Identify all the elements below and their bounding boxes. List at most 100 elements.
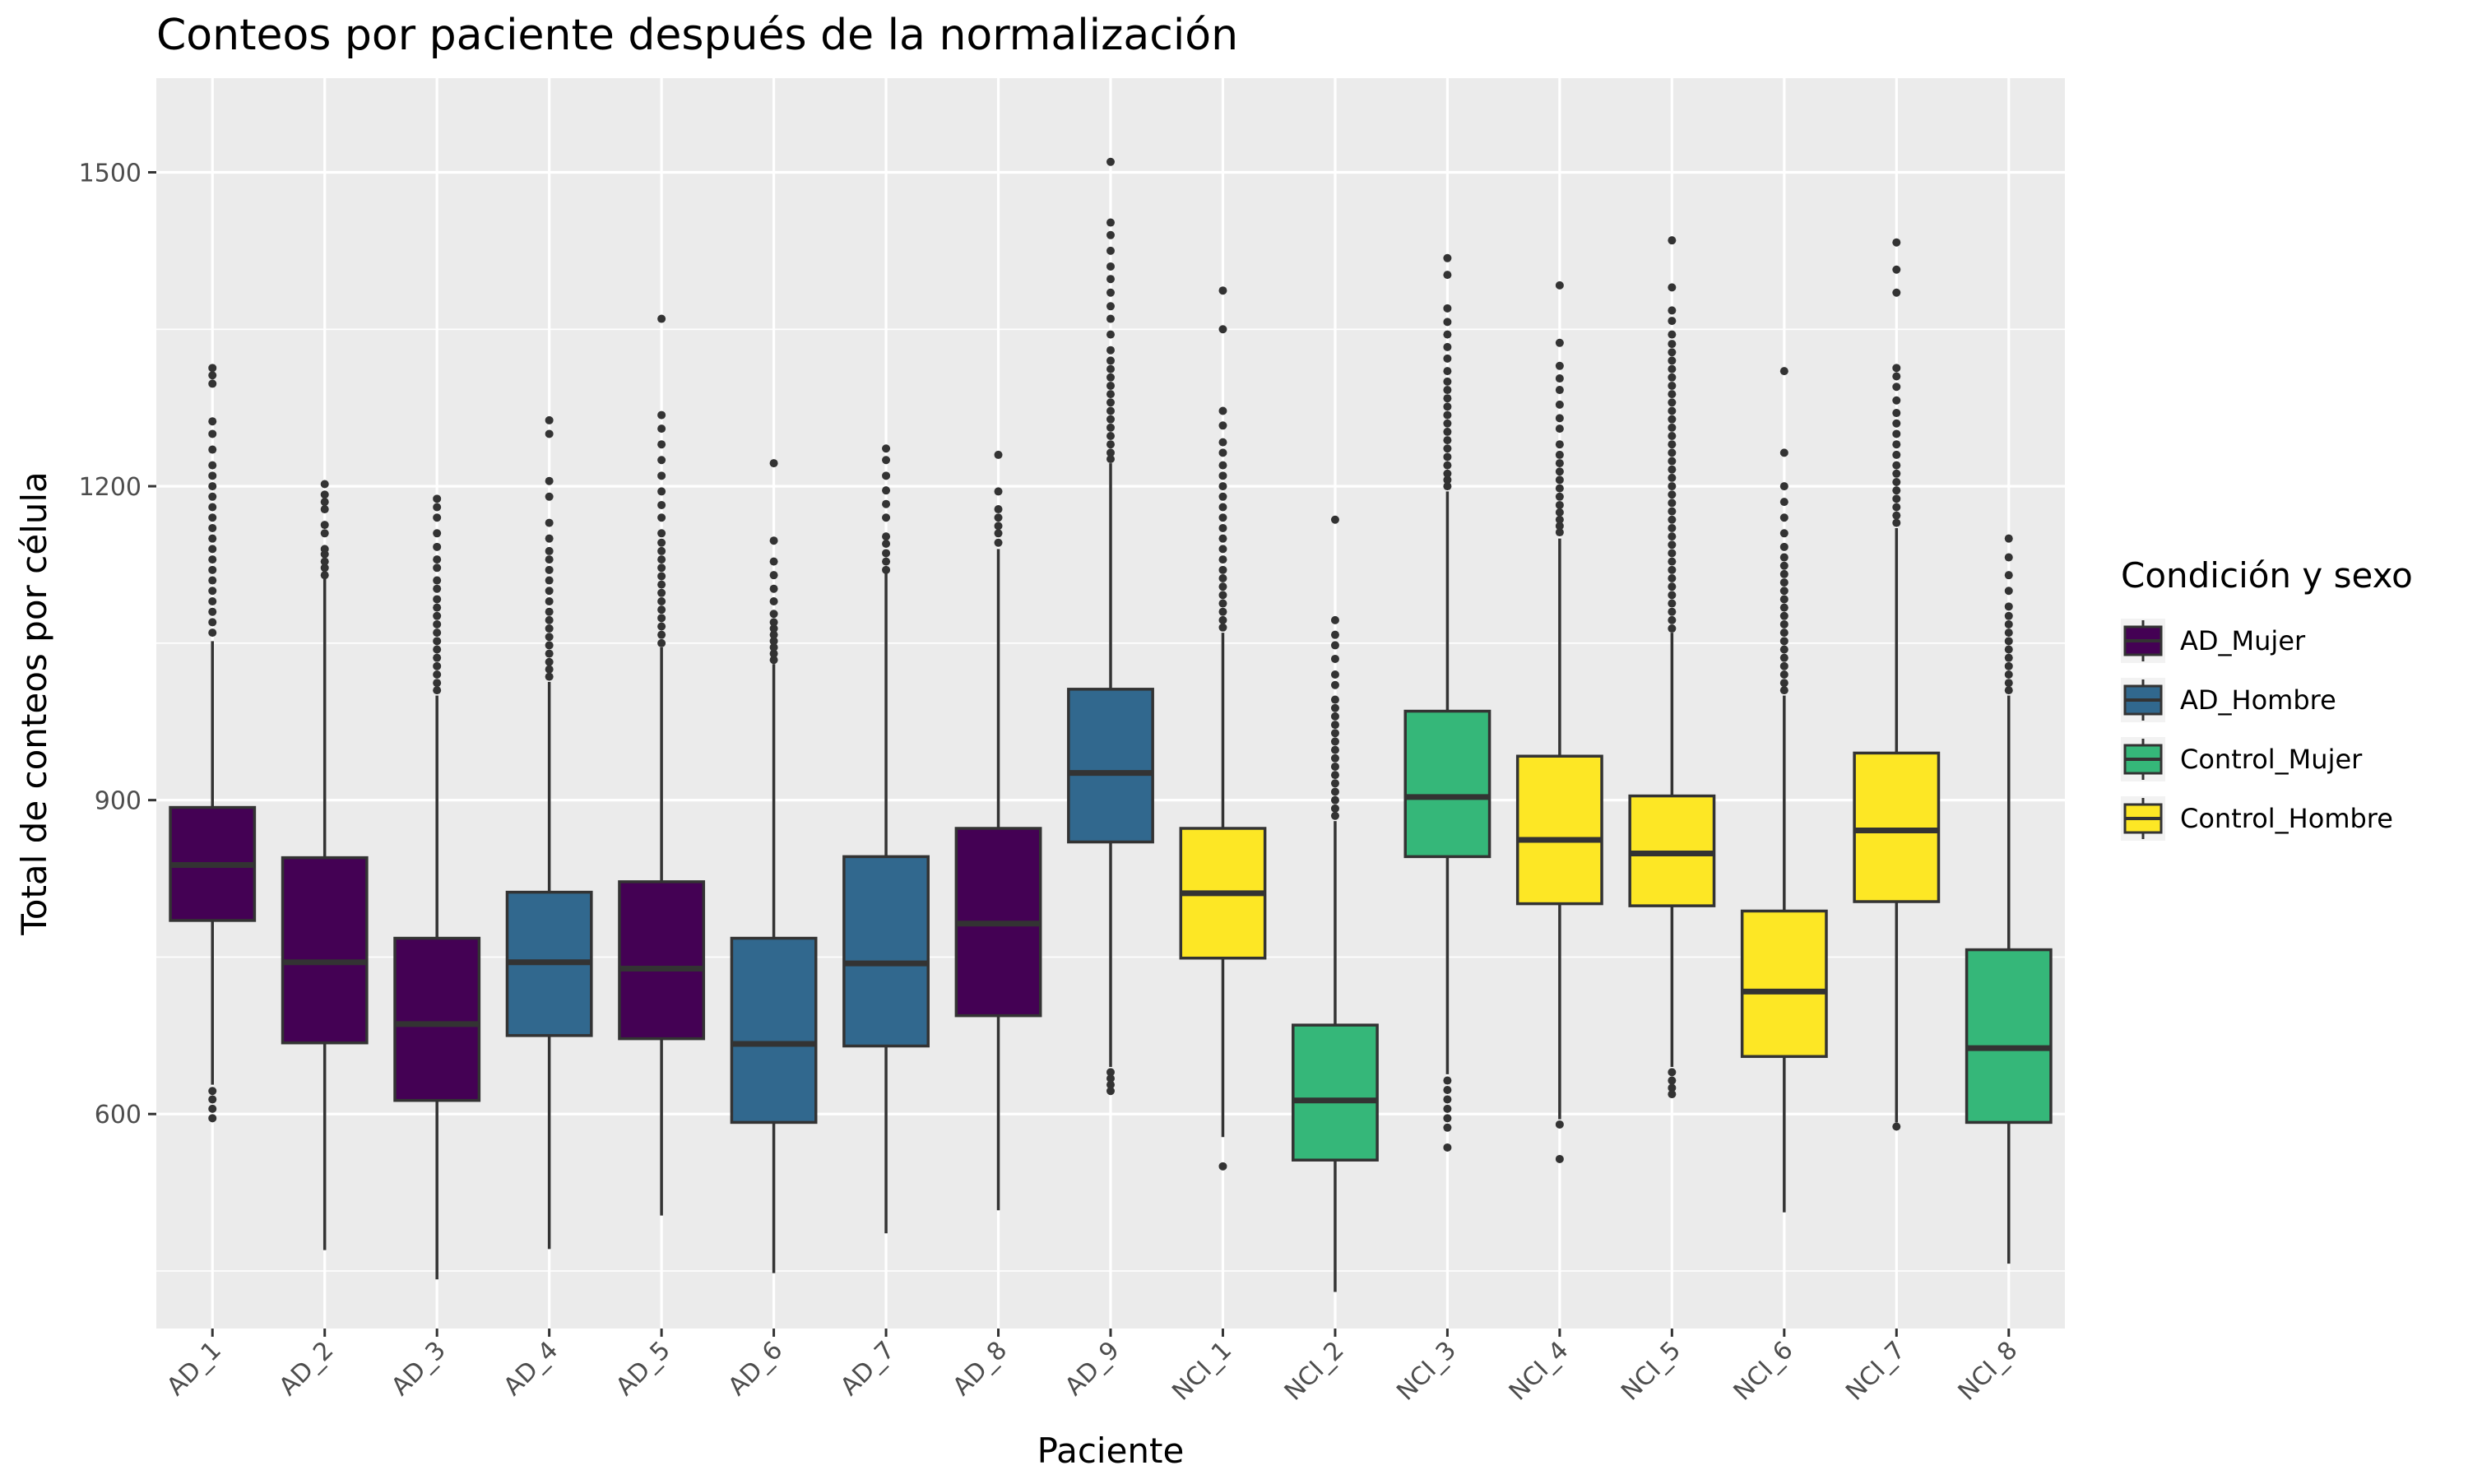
outlier-point xyxy=(1668,1083,1677,1092)
outlier-point xyxy=(882,499,891,508)
outlier-point xyxy=(1218,599,1227,608)
legend-title: Condición y sexo xyxy=(2121,555,2413,596)
outlier-point xyxy=(1668,607,1677,616)
outlier-point xyxy=(433,645,442,654)
outlier-point xyxy=(1218,615,1227,624)
outlier-point xyxy=(1330,703,1339,712)
outlier-point xyxy=(1892,265,1901,274)
outlier-point xyxy=(1106,157,1115,166)
outlier-point xyxy=(1668,236,1677,245)
outlier-point xyxy=(1330,712,1339,721)
y-tick-label: 600 xyxy=(95,1101,141,1129)
outlier-point xyxy=(1443,419,1452,428)
outlier-point xyxy=(1892,1122,1901,1131)
outlier-point xyxy=(1779,529,1788,538)
outlier-point xyxy=(320,498,329,507)
outlier-point xyxy=(1668,423,1677,432)
outlier-point xyxy=(657,314,666,323)
outlier-point xyxy=(1443,1143,1452,1152)
box-AD_3 xyxy=(393,494,481,1280)
outlier-point xyxy=(1106,262,1115,271)
outlier-point xyxy=(1330,795,1339,805)
outlier-point xyxy=(994,505,1003,514)
outlier-point xyxy=(1218,421,1227,430)
outlier-point xyxy=(1779,482,1788,491)
outlier-point xyxy=(1555,475,1564,485)
outlier-point xyxy=(882,557,891,566)
outlier-point xyxy=(208,492,217,501)
outlier-point xyxy=(994,450,1003,459)
outlier-point xyxy=(1668,515,1677,524)
outlier-point xyxy=(1443,436,1452,445)
legend-entry-Control_Mujer: Control_Mujer xyxy=(2121,737,2363,781)
outlier-point xyxy=(1892,383,1901,392)
outlier-point xyxy=(657,546,666,555)
box-NCI_1 xyxy=(1179,286,1267,1171)
outlier-point xyxy=(208,513,217,522)
outlier-point xyxy=(545,476,554,485)
legend-entries: AD_Mujer AD_Hombre Control_Mujer Control_Ho… xyxy=(2121,619,2393,841)
outlier-point xyxy=(1443,452,1452,461)
box-NCI_7 xyxy=(1853,238,1941,1131)
y-axis-title: Total de conteos por célula xyxy=(14,471,54,936)
outlier-point xyxy=(1106,275,1115,284)
outlier-point xyxy=(433,603,442,612)
outlier-point xyxy=(994,487,1003,496)
outlier-point xyxy=(1330,745,1339,754)
outlier-point xyxy=(1555,414,1564,423)
outlier-point xyxy=(320,480,329,489)
outlier-point xyxy=(1779,679,1788,688)
outlier-point xyxy=(1892,364,1901,373)
outlier-point xyxy=(1106,364,1115,373)
outlier-point xyxy=(1892,461,1901,470)
outlier-point xyxy=(1892,288,1901,297)
outlier-point xyxy=(882,486,891,495)
outlier-point xyxy=(545,672,554,681)
outlier-point xyxy=(2004,534,2013,543)
outlier-point xyxy=(433,653,442,662)
outlier-point xyxy=(1668,330,1677,339)
outlier-point xyxy=(320,545,329,554)
outlier-point xyxy=(1668,432,1677,441)
chart-title: Conteos por paciente después de la norma… xyxy=(156,11,1238,60)
outlier-point xyxy=(2004,645,2013,654)
outlier-point xyxy=(1106,415,1115,424)
outlier-point xyxy=(1892,440,1901,449)
boxes xyxy=(169,157,2053,1292)
outlier-point xyxy=(1106,230,1115,239)
outlier-point xyxy=(208,1087,217,1096)
outlier-point xyxy=(1779,513,1788,522)
outlier-point xyxy=(1668,373,1677,382)
outlier-point xyxy=(1106,1080,1115,1089)
outlier-point xyxy=(1330,680,1339,689)
outlier-point xyxy=(1106,373,1115,382)
outlier-point xyxy=(1218,448,1227,457)
outlier-point xyxy=(1443,354,1452,363)
outlier-point xyxy=(1218,492,1227,501)
outlier-point xyxy=(320,521,329,530)
outlier-point xyxy=(1330,670,1339,679)
outlier-point xyxy=(769,618,778,627)
outlier-point xyxy=(769,649,778,658)
outlier-point xyxy=(1106,218,1115,227)
outlier-point xyxy=(1330,615,1339,624)
box-body xyxy=(1515,754,1603,906)
box-body xyxy=(1067,688,1154,844)
legend-label: Control_Hombre xyxy=(2180,803,2393,834)
outlier-point xyxy=(1106,440,1115,449)
box-NCI_2 xyxy=(1292,515,1379,1292)
box-body xyxy=(1965,948,2053,1125)
outlier-point xyxy=(1668,340,1677,349)
outlier-point xyxy=(1555,467,1564,476)
outlier-point xyxy=(657,471,666,480)
outlier-point xyxy=(208,576,217,585)
outlier-point xyxy=(1218,607,1227,616)
box-body xyxy=(618,880,706,1041)
outlier-point xyxy=(1106,381,1115,390)
outlier-point xyxy=(1443,394,1452,403)
outlier-point xyxy=(208,1114,217,1123)
outlier-point xyxy=(433,611,442,620)
outlier-point xyxy=(1218,461,1227,470)
